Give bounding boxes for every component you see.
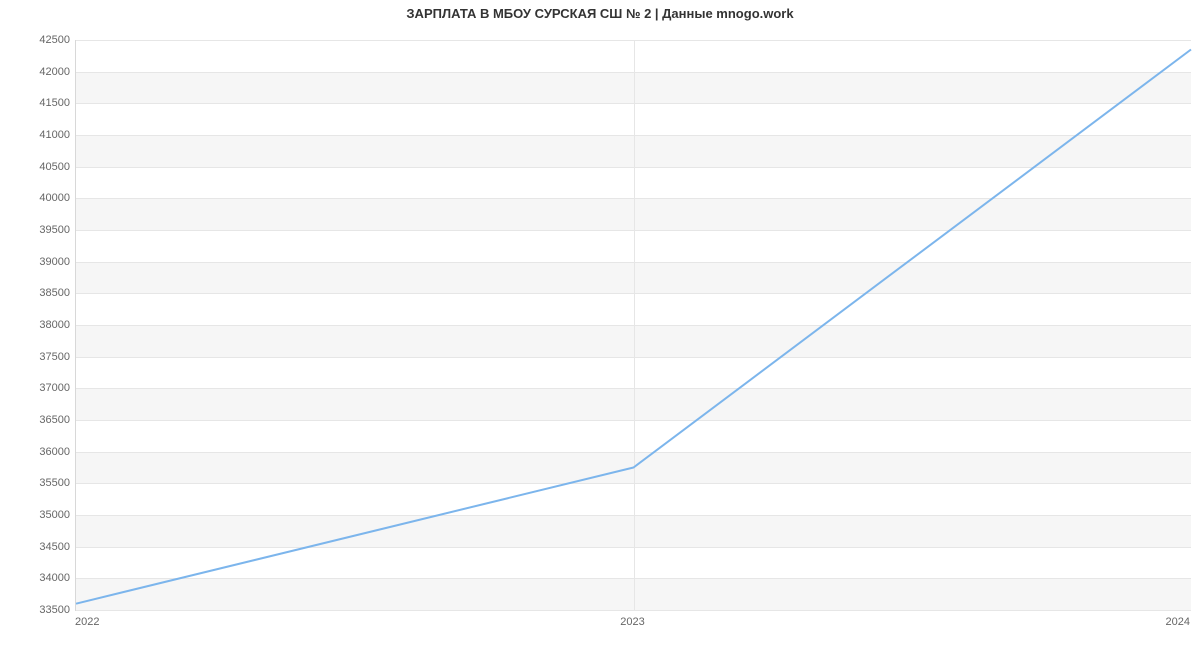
series-line [76,50,1191,604]
y-axis-tick-label: 40500 [10,161,70,173]
plot-area [75,40,1191,611]
y-axis-tick-label: 41500 [10,97,70,109]
salary-line-chart: ЗАРПЛАТА В МБОУ СУРСКАЯ СШ № 2 | Данные … [0,0,1200,650]
y-axis-tick-label: 42000 [10,66,70,78]
y-axis-tick-label: 38500 [10,287,70,299]
y-axis-tick-label: 42500 [10,34,70,46]
x-axis-tick-label: 2022 [75,616,99,628]
y-axis-tick-label: 39500 [10,224,70,236]
y-axis-tick-label: 38000 [10,319,70,331]
y-axis-tick-label: 34000 [10,572,70,584]
y-axis-tick-label: 36500 [10,414,70,426]
y-axis-tick-label: 37000 [10,382,70,394]
x-axis-tick-label: 2023 [620,616,644,628]
y-axis-tick-label: 41000 [10,129,70,141]
y-axis-tick-label: 36000 [10,446,70,458]
y-axis-tick-label: 37500 [10,351,70,363]
y-axis-tick-label: 39000 [10,256,70,268]
y-axis-tick-label: 35500 [10,477,70,489]
y-axis-tick-label: 40000 [10,192,70,204]
y-axis-tick-label: 33500 [10,604,70,616]
y-axis-tick-label: 35000 [10,509,70,521]
line-series-svg [76,40,1191,610]
x-axis-tick-label: 2024 [1166,616,1190,628]
chart-title: ЗАРПЛАТА В МБОУ СУРСКАЯ СШ № 2 | Данные … [0,6,1200,21]
y-axis-tick-label: 34500 [10,541,70,553]
